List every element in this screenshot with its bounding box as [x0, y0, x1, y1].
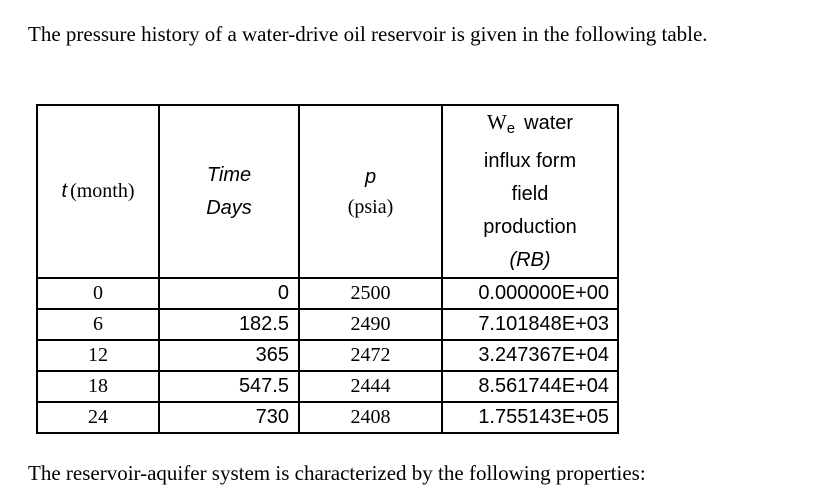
- p-symbol: p: [364, 165, 377, 188]
- cell-time-days: 730: [158, 401, 300, 434]
- table-row: 12 365 2472 3.247367E+04: [36, 339, 619, 372]
- footer-paragraph: The reservoir-aquifer system is characte…: [28, 461, 646, 485]
- cell-water-influx: 1.755143E+05: [441, 401, 619, 434]
- cell-pressure: 2490: [298, 308, 443, 341]
- header-row: t (month) Time Days p (psia) We water infl…: [36, 104, 619, 279]
- cell-time-days: 0: [158, 277, 300, 310]
- cell-time-days: 365: [158, 339, 300, 372]
- we-symbol: W: [486, 110, 507, 134]
- column-header-t-month: t (month): [36, 104, 160, 279]
- days-label: Days: [206, 196, 252, 219]
- we-subscript: e: [506, 120, 516, 137]
- cell-pressure: 2500: [298, 277, 443, 310]
- column-header-water-influx: We water influx form field production (RB…: [441, 104, 619, 279]
- cell-water-influx: 7.101848E+03: [441, 308, 619, 341]
- cell-t-month: 0: [36, 277, 160, 310]
- p-unit: (psia): [347, 195, 394, 218]
- table-body: 0 0 2500 0.000000E+00 6 182.5 2490 7.101…: [36, 277, 619, 434]
- cell-t-month: 6: [36, 308, 160, 341]
- t-unit: (month): [70, 180, 135, 202]
- table-header: t (month) Time Days p (psia) We water infl…: [36, 104, 619, 279]
- cell-t-month: 24: [36, 401, 160, 434]
- cell-water-influx: 8.561744E+04: [441, 370, 619, 403]
- t-symbol: t: [61, 180, 68, 202]
- table-row: 6 182.5 2490 7.101848E+03: [36, 308, 619, 341]
- cell-pressure: 2408: [298, 401, 443, 434]
- we-header-line1: We water: [444, 107, 616, 145]
- we-word: water: [524, 112, 574, 134]
- we-header-line4: production: [483, 216, 577, 238]
- cell-time-days: 182.5: [158, 308, 300, 341]
- cell-time-days: 547.5: [158, 370, 300, 403]
- cell-water-influx: 0.000000E+00: [441, 277, 619, 310]
- table-row: 0 0 2500 0.000000E+00: [36, 277, 619, 310]
- cell-pressure: 2444: [298, 370, 443, 403]
- we-header-line3: field: [511, 183, 549, 205]
- table-row: 24 730 2408 1.755143E+05: [36, 401, 619, 434]
- intro-paragraph: The pressure history of a water-drive oi…: [28, 22, 708, 46]
- time-label: Time: [206, 163, 252, 186]
- pressure-history-table: t (month) Time Days p (psia) We water infl…: [36, 104, 619, 434]
- cell-pressure: 2472: [298, 339, 443, 372]
- table-row: 18 547.5 2444 8.561744E+04: [36, 370, 619, 403]
- column-header-time-days: Time Days: [158, 104, 300, 279]
- we-unit: (RB): [509, 249, 551, 271]
- we-header-line2: influx form: [483, 150, 577, 172]
- cell-t-month: 18: [36, 370, 160, 403]
- cell-water-influx: 3.247367E+04: [441, 339, 619, 372]
- column-header-pressure: p (psia): [298, 104, 443, 279]
- cell-t-month: 12: [36, 339, 160, 372]
